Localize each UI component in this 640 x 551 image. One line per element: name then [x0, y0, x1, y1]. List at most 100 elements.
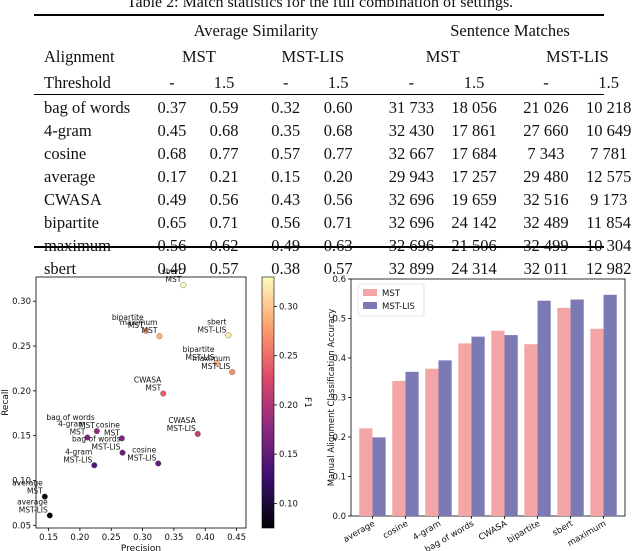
- row-label: 4-gram: [44, 121, 92, 140]
- header-matches-mst-lis: MST-LIS: [545, 47, 609, 66]
- colorbar-tick-label: 0.20: [279, 401, 298, 411]
- point-label: average: [17, 497, 48, 506]
- table-cell: 12 575: [585, 167, 632, 186]
- y-tick-label: 0.6: [332, 275, 346, 285]
- alignment-label: Alignment: [44, 47, 115, 66]
- bar-mst-lis: [405, 371, 419, 516]
- table-cell: 32 667: [388, 144, 435, 163]
- y-tick-label: 0.5: [332, 315, 346, 325]
- scatter-point: [180, 282, 187, 289]
- colorbar-tick-label: 0.25: [279, 352, 298, 362]
- threshold-cell: -: [169, 73, 175, 92]
- table-cell: 0.77: [209, 144, 239, 163]
- table-cell: 0.49: [157, 190, 187, 209]
- scatter-point: [93, 428, 100, 435]
- legend-label: MST: [382, 289, 401, 299]
- x-tick-label: cosine: [381, 519, 410, 541]
- table-cell: 0.68: [209, 121, 239, 140]
- scatter-point: [91, 462, 98, 469]
- bar-mst-lis: [570, 299, 584, 516]
- bar-mst-lis: [471, 336, 485, 516]
- table-cell: 0.35: [271, 121, 301, 140]
- table-cell: 0.68: [323, 121, 353, 140]
- x-tick-label: CWASA: [477, 519, 509, 543]
- point-label: bipartite: [183, 345, 215, 354]
- bar-mst: [590, 328, 604, 516]
- bar-mst: [524, 344, 538, 516]
- colorbar-tick-label: 0.15: [279, 450, 298, 460]
- scatter-point: [155, 460, 162, 467]
- point-label: cosine: [96, 420, 120, 429]
- table-cell: 0.65: [157, 213, 187, 232]
- point-label: MST: [165, 275, 181, 284]
- point-label: maximum: [192, 354, 230, 363]
- table-cell: 32 696: [388, 236, 435, 255]
- x-tick-label: 0.20: [70, 533, 89, 543]
- point-label: MST-LIS: [197, 325, 226, 334]
- table-header-alignment: Alignment MST MST-LIS MST MST-LIS: [44, 44, 640, 70]
- table-cell: 0.17: [157, 167, 187, 186]
- table-header-threshold: Threshold - 1.5 - 1.5 - 1.5 - 1.5: [44, 70, 640, 96]
- y-tick-label: 0.3: [332, 394, 346, 404]
- header-average-similarity: Average Similarity: [193, 21, 319, 40]
- point-label: MST-LIS: [19, 505, 48, 514]
- table-cell: 11 854: [586, 213, 632, 232]
- bar-mst: [458, 343, 472, 516]
- colorbar-tick-label: 0.30: [279, 303, 298, 313]
- y-tick-label: 0.30: [12, 297, 31, 307]
- table-cell: 32 899: [388, 259, 435, 278]
- table-cell: 7 781: [590, 144, 628, 163]
- scatter-point: [84, 434, 91, 441]
- y-tick-label: 0.4: [332, 354, 346, 364]
- table-cell: 0.63: [323, 236, 353, 255]
- point-label: MST: [79, 421, 95, 430]
- match-statistics-table: Average Similarity Sentence Matches Alig…: [44, 18, 640, 280]
- header-sim-mst-lis: MST-LIS: [281, 47, 345, 66]
- table-cell: 0.56: [209, 190, 239, 209]
- table-cell: 32 696: [388, 213, 435, 232]
- table-cell: 0.38: [271, 259, 301, 278]
- table-cell: 0.45: [157, 121, 187, 140]
- table-cell: 0.37: [157, 98, 187, 117]
- header-sentence-matches: Sentence Matches: [450, 21, 570, 40]
- table-cell: 32 489: [523, 213, 569, 232]
- row-label: maximum: [44, 236, 111, 255]
- table-cell: 0.43: [271, 190, 301, 209]
- table-cell: 17 861: [451, 121, 497, 140]
- bar-mst: [425, 368, 439, 516]
- bar-mst: [392, 380, 406, 516]
- point-label: MST-LIS: [186, 353, 215, 362]
- threshold-cell: -: [543, 73, 549, 92]
- y-axis-label: Manual Alignment Classification Accuracy: [327, 309, 337, 487]
- header-sim-mst: MST: [181, 47, 216, 66]
- scatter-point: [229, 369, 236, 376]
- row-label: bipartite: [44, 213, 99, 232]
- table-cell: 0.68: [157, 144, 187, 163]
- table-cell: 0.32: [271, 98, 301, 117]
- table-row: 4-gram 0.45 0.68 0.35 0.68 32 430 17 861 27 660…: [44, 119, 640, 142]
- scatter-point: [118, 435, 125, 442]
- point-label: MST-LIS: [92, 443, 121, 452]
- point-label: MST: [145, 384, 161, 393]
- table-cell: 24 142: [451, 213, 497, 232]
- colorbar: [261, 276, 275, 529]
- row-label: CWASA: [44, 190, 102, 209]
- point-label: MST: [128, 321, 144, 330]
- table-cell: 0.57: [209, 259, 239, 278]
- table-caption: Table 2: Match statistics for the full c…: [126, 0, 514, 11]
- y-tick-label: 0.2: [332, 433, 346, 443]
- table-cell: 7 343: [527, 144, 565, 163]
- y-tick-label: 0.10: [12, 476, 31, 486]
- bar-mst: [491, 330, 505, 516]
- table-bottom-rule: [34, 246, 604, 248]
- y-tick-label: 0.1: [332, 473, 346, 483]
- table-cell: 31 733: [388, 98, 435, 117]
- threshold-cell: 1.5: [463, 73, 485, 92]
- point-label: bag of words: [72, 435, 121, 444]
- threshold-cell: 1.5: [213, 73, 235, 92]
- legend-swatch: [363, 289, 377, 296]
- y-tick-label: 0.0: [332, 512, 346, 522]
- bar-mst-lis: [504, 335, 518, 516]
- point-label: CWASA: [134, 376, 162, 385]
- table-cell: 0.20: [323, 167, 353, 186]
